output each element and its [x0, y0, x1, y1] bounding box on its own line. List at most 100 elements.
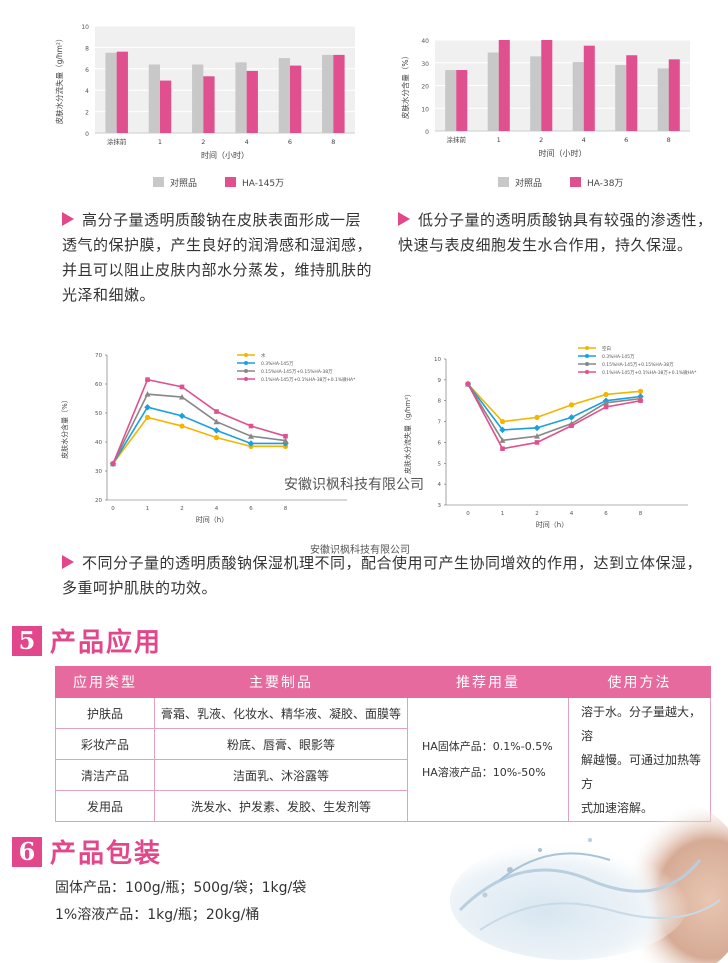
- legend-marker: [244, 353, 248, 357]
- bar: [626, 55, 638, 131]
- legend-label: 0.3%HA-145万: [261, 361, 294, 367]
- series-line: [467, 383, 641, 442]
- x-tick-label: 2: [539, 136, 543, 144]
- bar: [278, 58, 290, 133]
- x-tick-label: 1: [501, 511, 505, 517]
- x-tick-label: 4: [215, 506, 219, 512]
- x-tick-label: 1: [146, 506, 150, 512]
- data-point: [568, 402, 575, 408]
- data-point: [110, 461, 116, 467]
- data-point: [534, 433, 540, 439]
- bar: [116, 51, 128, 133]
- y-tick-label: 50: [95, 411, 102, 417]
- data-point: [283, 433, 288, 439]
- legend-label: 0.15%HA-145万+0.15%HA-38万: [602, 362, 674, 368]
- bar: [530, 56, 542, 131]
- bar: [192, 64, 204, 133]
- x-axis-label: 时间（h）: [196, 515, 228, 524]
- legend-marker: [244, 369, 248, 373]
- table-header: 使用方法: [568, 666, 711, 698]
- packaging-solid: 固体产品：100g/瓶；500g/袋；1kg/袋: [55, 880, 307, 896]
- table-row: 清洁产品 洁面乳、沐浴露等: [55, 759, 711, 791]
- y-tick-label: 4: [85, 88, 89, 95]
- x-tick-label: 0: [466, 511, 470, 517]
- bar: [541, 40, 553, 131]
- table-cell: 清洁产品: [55, 759, 155, 791]
- x-tick-label: 2: [535, 511, 539, 517]
- bar: [160, 80, 172, 133]
- legend-label: 水: [261, 352, 266, 359]
- y-tick-label: 4: [438, 482, 442, 488]
- x-tick-label: 4: [570, 511, 574, 517]
- y-tick-label: 40: [421, 38, 429, 45]
- data-point: [213, 418, 220, 425]
- series-line: [467, 383, 641, 423]
- dosage-line: HA溶液产品：10%-50%: [422, 765, 546, 779]
- y-tick-label: 20: [95, 498, 102, 504]
- table-header-row: 应用类型 主要制品 推荐用量 使用方法: [55, 666, 711, 698]
- x-tick-label: 8: [284, 506, 288, 512]
- y-tick-label: 10: [81, 24, 89, 31]
- y-tick-label: 5: [438, 461, 442, 467]
- table-cell: 发用品: [55, 790, 155, 822]
- y-tick-label: 7: [438, 420, 442, 426]
- section-number-badge: 5: [12, 625, 42, 656]
- legend-label: HA-145万: [242, 179, 284, 189]
- left-paragraph: 高分子量透明质酸钠在皮肤表面形成一层 透气的保护膜，产生良好的润滑感和湿润感， …: [62, 208, 392, 308]
- method-line: 解越慢。可通过加热等方: [581, 752, 702, 791]
- dosage-cell: HA固体产品：0.1%-0.5% HA溶液产品：10%-50%: [407, 697, 569, 822]
- data-point: [603, 399, 609, 406]
- data-point: [214, 409, 219, 414]
- data-point: [213, 435, 220, 441]
- bullet-triangle-icon: [398, 212, 410, 226]
- y-axis-label: 皮肤水分含量（%）: [400, 52, 410, 119]
- left-paragraph-line: 并且可以阻止皮肤内部水分蒸发，维持肌肤的: [62, 261, 373, 279]
- mid-paragraph-line: 多重呵护肌肤的功效。: [62, 579, 218, 597]
- y-axis-label: 皮肤水分含量（%）: [60, 396, 69, 459]
- bar: [105, 52, 117, 133]
- section-number-badge: 6: [12, 836, 42, 867]
- table-row: 护肤品 膏霜、乳液、化妆水、精华液、凝胶、面膜等 HA固体产品：0.1%-0.5…: [55, 697, 711, 822]
- y-tick-label: 8: [85, 45, 89, 52]
- table-row: 彩妆产品 粉底、唇膏、眼影等: [55, 728, 711, 760]
- series-line: [467, 383, 641, 431]
- legend-swatch: [570, 177, 581, 187]
- data-point: [533, 424, 541, 432]
- x-tick-label: 8: [331, 138, 335, 146]
- data-point: [534, 440, 540, 445]
- x-tick-label: 4: [582, 136, 586, 144]
- x-tick-label: 2: [201, 138, 205, 146]
- y-tick-label: 30: [421, 61, 429, 68]
- watermark: 安徽识枫科技有限公司: [310, 545, 410, 556]
- legend-marker: [244, 361, 248, 365]
- data-point: [637, 388, 644, 394]
- data-point: [248, 423, 254, 429]
- data-point: [603, 404, 609, 410]
- bar: [445, 70, 457, 131]
- plot-background: [95, 26, 355, 133]
- data-point: [499, 418, 506, 425]
- bar: [668, 59, 680, 131]
- x-tick-label: 1: [497, 136, 501, 144]
- table-header: 推荐用量: [407, 666, 569, 698]
- left-paragraph-line: 光泽和细嫩。: [62, 286, 156, 304]
- legend-marker: [585, 354, 589, 358]
- series-line: [112, 393, 286, 465]
- y-tick-label: 6: [85, 67, 89, 74]
- legend-label: 0.3%HA-145万: [602, 354, 635, 360]
- application-table: 应用类型 主要制品 推荐用量 使用方法 护肤品 膏霜、乳液、化妆水、精华液、凝胶…: [55, 666, 711, 822]
- y-tick-label: 2: [85, 110, 89, 117]
- y-tick-label: 60: [95, 382, 102, 388]
- legend-label: 0.1%HA-145万+0.1%HA-38万+0.1%微HA*: [261, 376, 356, 383]
- bar: [235, 62, 247, 133]
- table-cell: 护肤品: [55, 697, 155, 729]
- data-point: [569, 423, 574, 429]
- x-tick-label: 涂抹前: [107, 137, 127, 146]
- series-line: [112, 406, 286, 465]
- y-tick-label: 9: [438, 378, 442, 384]
- y-tick-label: 3: [438, 503, 442, 509]
- data-point: [638, 398, 643, 404]
- x-axis-label: 时间（小时）: [539, 148, 587, 158]
- bar: [322, 54, 334, 133]
- bar: [583, 45, 595, 131]
